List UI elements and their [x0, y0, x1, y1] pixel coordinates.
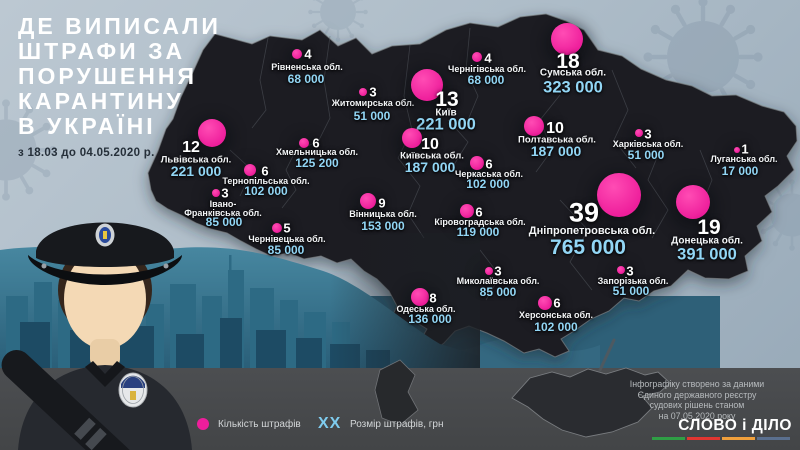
logo-underline-segment	[687, 437, 720, 440]
officer-cap-brim	[28, 255, 182, 285]
attribution: Інфографіку створено за даними Єдиного д…	[602, 379, 792, 421]
attribution-line: судових рішень станом	[649, 400, 745, 410]
page-title: В УКРАЇНІ	[18, 113, 156, 139]
cap-badge	[95, 223, 115, 247]
legend: Кількість штрафів XX Розмір штрафів, грн	[0, 406, 560, 432]
police-officer-illustration	[1, 222, 192, 450]
logo-underline-segment	[722, 437, 755, 440]
ukraine-land	[147, 13, 798, 358]
attribution-line: на 07.05.2020 року	[658, 410, 736, 421]
legend-xx-symbol: XX	[318, 415, 342, 432]
page-title: ШТРАФИ ЗА	[18, 38, 186, 64]
oblast-borders	[229, 27, 713, 301]
chest-badge	[118, 372, 148, 408]
title-block: ДЕ ВИПИСАЛИ ШТРАФИ ЗА ПОРУШЕННЯ КАРАНТИН…	[18, 13, 221, 160]
attribution-line: Інфографіку створено за даними	[629, 379, 765, 389]
attribution-line: Єдиного державного реєстру	[637, 389, 757, 400]
crimea-silhouette	[374, 338, 671, 438]
date-range: з 18.03 до 04.05.2020 р.	[18, 147, 155, 159]
page-title: ДЕ ВИПИСАЛИ	[18, 13, 221, 39]
logo-underline	[652, 437, 790, 440]
page-title: ПОРУШЕННЯ	[18, 63, 197, 89]
legend-count-label: Кількість штрафів	[218, 419, 301, 430]
legend-amount-label: Розмір штрафів, грн	[350, 419, 444, 430]
officer-baton	[1, 350, 138, 450]
logo-text: СЛОВО і ДІЛО	[678, 417, 792, 434]
legend-bubble-icon	[197, 418, 209, 430]
officer-neck	[90, 339, 120, 367]
logo-underline-segment	[757, 437, 790, 440]
logo-underline-segment	[652, 437, 685, 440]
officer-torso	[18, 365, 192, 450]
slovoidilo-logo: СЛОВО і ДІЛО	[652, 417, 792, 440]
page-title: КАРАНТИНУ	[18, 88, 184, 114]
officer-collar	[85, 361, 125, 387]
